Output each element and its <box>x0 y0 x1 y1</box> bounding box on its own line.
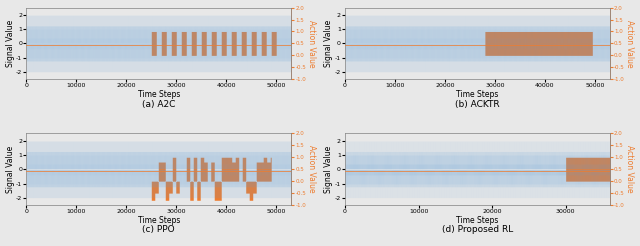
X-axis label: Time Steps: Time Steps <box>138 215 180 225</box>
Y-axis label: Action Value: Action Value <box>307 20 316 67</box>
X-axis label: Time Steps: Time Steps <box>456 90 499 99</box>
X-axis label: Time Steps: Time Steps <box>138 90 180 99</box>
Y-axis label: Action Value: Action Value <box>307 145 316 193</box>
Y-axis label: Signal Value: Signal Value <box>6 20 15 67</box>
Y-axis label: Signal Value: Signal Value <box>6 146 15 193</box>
Y-axis label: Signal Value: Signal Value <box>324 146 333 193</box>
Title: (b) ACKTR: (b) ACKTR <box>455 100 500 109</box>
Title: (d) Proposed RL: (d) Proposed RL <box>442 225 513 234</box>
Title: (a) A2C: (a) A2C <box>142 100 175 109</box>
X-axis label: Time Steps: Time Steps <box>456 215 499 225</box>
Y-axis label: Action Value: Action Value <box>625 20 634 67</box>
Y-axis label: Signal Value: Signal Value <box>324 20 333 67</box>
Title: (c) PPO: (c) PPO <box>143 225 175 234</box>
Y-axis label: Action Value: Action Value <box>625 145 634 193</box>
